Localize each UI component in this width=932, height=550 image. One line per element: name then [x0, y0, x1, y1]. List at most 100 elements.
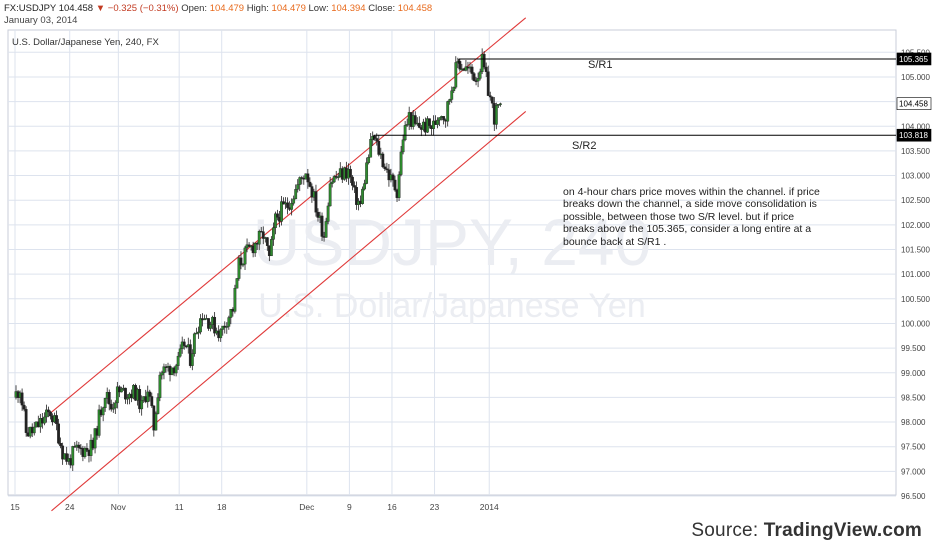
price-tag-box	[896, 97, 932, 110]
trend-channel[interactable]	[51, 17, 527, 512]
candle-up	[160, 372, 164, 376]
channel-lower-line	[51, 111, 527, 512]
x-tick-label: Dec	[299, 502, 315, 512]
candle-down	[109, 403, 113, 410]
candle-up	[494, 105, 498, 125]
candle-up	[156, 397, 160, 414]
candle-up	[403, 125, 407, 141]
candle-up	[476, 78, 480, 82]
candle-down	[351, 176, 354, 186]
candle-up	[438, 117, 441, 121]
candle-up	[361, 188, 364, 204]
x-tick-label: 23	[430, 502, 440, 512]
candle-down	[182, 341, 186, 346]
last-price: 104.458	[58, 3, 94, 14]
y-tick-label: 102.500	[901, 196, 930, 205]
y-tick-label: 104.000	[901, 122, 930, 131]
chart-title: U.S. Dollar/Japanese Yen, 240, FX	[12, 37, 159, 48]
y-tick-label: 103.500	[901, 147, 930, 156]
x-tick-label: 2014	[480, 502, 499, 512]
candle-down	[55, 415, 58, 425]
candle-down	[148, 391, 152, 397]
candle-down	[413, 115, 417, 124]
candle-down	[393, 179, 397, 191]
candle-up	[219, 329, 223, 339]
candle-up	[363, 183, 366, 190]
candle-down	[316, 211, 320, 218]
y-tick-label: 97.000	[901, 467, 926, 476]
candle-up	[111, 407, 115, 410]
symbol-header: FX:USDJPY 104.458 ▼ −0.325 (−0.31%) Open…	[4, 3, 432, 27]
candle-up	[237, 257, 241, 279]
candle-up	[126, 397, 129, 400]
candle-up	[241, 263, 245, 266]
candle-down	[239, 257, 243, 266]
sr1-label: S/R1	[588, 59, 612, 71]
candle-down	[442, 116, 446, 121]
candle-up	[397, 174, 401, 198]
candle-down	[306, 173, 310, 183]
candle-up	[432, 120, 435, 129]
candle-up	[229, 308, 233, 318]
candle-down	[77, 444, 81, 449]
candle-up	[294, 189, 298, 200]
x-tick-label: 9	[347, 502, 352, 512]
candle-up	[478, 71, 482, 79]
candle-down	[20, 392, 24, 406]
candle-down	[247, 244, 251, 247]
source-credit[interactable]: Source: TradingView.com	[691, 520, 922, 542]
sr-levels[interactable]	[373, 58, 896, 141]
sr2-label: S/R2	[572, 140, 596, 152]
y-tick-label: 98.000	[901, 418, 926, 427]
candle-up	[496, 104, 500, 106]
candle-up	[227, 317, 231, 327]
candle-up	[326, 205, 330, 222]
x-axis: 15 24 Nov 11 18 Dec 9 16 23 2014	[10, 502, 499, 512]
candle-up	[113, 402, 117, 409]
candle-down	[383, 166, 387, 169]
price-tag-label: 105.365	[899, 55, 928, 64]
y-axis: 105.500105.000104.500104.000103.500103.0…	[901, 48, 930, 501]
y-tick-label: 100.000	[901, 319, 930, 328]
candle-up	[365, 162, 369, 184]
high-value: 104.479	[271, 3, 306, 14]
candle-up	[401, 139, 405, 153]
candle-up	[269, 239, 273, 257]
candle-down	[85, 447, 89, 451]
y-tick-label: 101.500	[901, 246, 930, 255]
candle-down	[24, 409, 28, 433]
candle-up	[146, 391, 150, 403]
candle-down	[470, 66, 474, 74]
candle-down	[472, 73, 476, 81]
candle-up	[367, 157, 371, 163]
candle-up	[399, 151, 403, 175]
candle-up	[296, 184, 300, 190]
close-label: Close:	[368, 3, 396, 14]
candle-down	[375, 138, 379, 142]
price-change: −0.325 (−0.31%)	[107, 3, 179, 14]
candle-up	[158, 374, 162, 398]
candle-down	[150, 396, 154, 407]
candle-up	[369, 139, 373, 158]
candle-down	[428, 118, 431, 126]
x-tick-label: 24	[65, 502, 75, 512]
candle-up	[257, 231, 261, 245]
price-tag-box	[896, 128, 932, 142]
candle-up	[192, 333, 196, 354]
symbol-name: FX:USDJPY	[4, 3, 57, 14]
candle-down	[265, 237, 269, 246]
candle-up	[197, 331, 200, 334]
y-tick-label: 97.500	[901, 443, 926, 452]
candle-up	[97, 409, 101, 436]
candle-down	[57, 423, 60, 444]
candle-up	[233, 288, 237, 312]
candle-up	[190, 353, 194, 366]
x-tick-label: 16	[387, 502, 397, 512]
candle-up	[71, 446, 75, 466]
y-tick-label: 100.500	[901, 295, 930, 304]
candle-down	[490, 96, 494, 104]
candle-down	[458, 61, 462, 70]
candle-up	[103, 398, 107, 408]
candle-down	[482, 54, 486, 68]
